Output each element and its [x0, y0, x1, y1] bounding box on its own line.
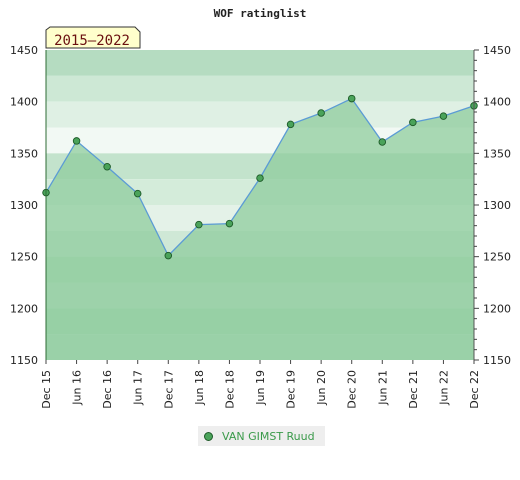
x-tick-label: Dec 16: [101, 370, 114, 409]
y-tick-label-left: 1150: [10, 354, 38, 367]
data-point: [103, 163, 111, 171]
x-tick-label: Dec 18: [223, 370, 236, 409]
x-tick-label: Jun 16: [71, 370, 84, 406]
data-point: [256, 174, 264, 182]
y-tick-label-right: 1250: [483, 251, 511, 264]
data-point: [409, 118, 417, 127]
y-tick-label-left: 1200: [10, 302, 38, 315]
x-tick-label: Jun 20: [315, 370, 328, 406]
background-band: [46, 75, 474, 102]
y-tick-label-left: 1450: [10, 44, 38, 57]
chart-title: WOF ratinglist: [214, 7, 307, 20]
x-tick-label: Dec 15: [40, 370, 53, 409]
series-area: [46, 98, 474, 361]
y-tick-label-left: 1400: [10, 96, 38, 109]
x-tick-label: Dec 20: [346, 370, 359, 409]
x-tick-label: Dec 17: [162, 370, 175, 409]
legend-label: VAN GIMST Ruud: [222, 429, 315, 443]
x-axis: Dec 15 Jun 16 Dec 16 Jun 17 Dec 17 Jun 18 Dec …: [40, 360, 481, 409]
data-point: [317, 109, 325, 117]
period-badge-text: 2015–2022: [54, 33, 130, 49]
data-point: [225, 219, 234, 228]
x-tick-label: Jun 19: [254, 370, 267, 406]
data-point: [195, 220, 203, 229]
y-tick-label-right: 1450: [483, 44, 511, 57]
y-tick-label-right: 1200: [483, 302, 511, 315]
x-tick-label: Dec 22: [468, 370, 481, 409]
x-tick-label: Jun 18: [193, 370, 206, 406]
data-point: [439, 112, 448, 120]
y-tick-label-right: 1400: [483, 96, 511, 109]
left-y-axis: 1150 1200 1250 1300 1350 1400 1450: [10, 44, 38, 367]
data-point: [164, 251, 173, 260]
data-point: [378, 138, 387, 146]
data-point: [133, 189, 142, 198]
y-tick-label-right: 1150: [483, 354, 511, 367]
y-tick-label-right: 1350: [483, 147, 511, 160]
x-tick-label: Jun 17: [132, 370, 145, 406]
background-band: [46, 50, 474, 76]
background-band: [46, 101, 474, 128]
x-tick-label: Jun 21: [376, 370, 389, 406]
y-tick-label-left: 1250: [10, 251, 38, 264]
y-tick-label-right: 1300: [483, 199, 511, 212]
x-tick-label: Dec 21: [407, 370, 420, 409]
right-y-axis: 1150 1200 1250 1300 1350 1400 1450: [474, 44, 511, 367]
series-area-fill: [46, 98, 474, 361]
data-point: [72, 137, 81, 145]
legend-marker-icon: [204, 431, 213, 441]
x-tick-label: Jun 22: [437, 370, 450, 406]
data-point: [286, 120, 295, 129]
legend: VAN GIMST Ruud: [198, 426, 325, 446]
x-tick-label: Dec 19: [285, 370, 298, 409]
y-tick-label-left: 1350: [10, 147, 38, 160]
data-point: [347, 94, 356, 103]
period-badge: 2015–2022: [45, 26, 141, 49]
y-tick-label-left: 1300: [10, 199, 38, 212]
